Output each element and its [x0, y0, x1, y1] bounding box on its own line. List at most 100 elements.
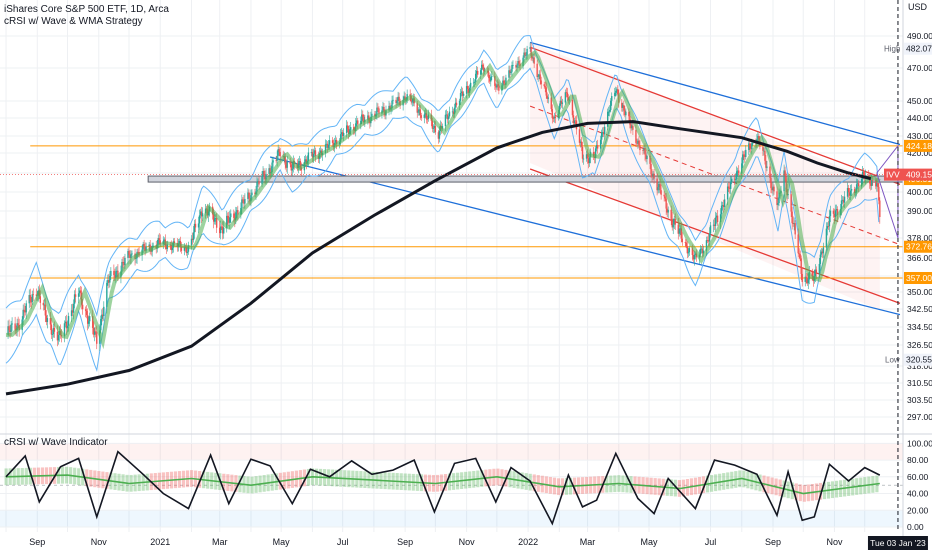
candle-body: [455, 102, 458, 106]
candle-body: [424, 113, 426, 115]
candle-body: [631, 125, 633, 129]
candle-body: [868, 175, 870, 177]
candle-body: [395, 99, 397, 104]
candle-body: [615, 90, 617, 93]
price-tick-label: 366.00: [907, 253, 932, 263]
candle-body: [596, 145, 599, 149]
candle-body: [461, 91, 464, 96]
candle-body: [56, 331, 59, 341]
candle-body: [166, 244, 168, 250]
candle-body: [850, 189, 853, 191]
strategy-label: cRSI w/ Wave & WMA Strategy: [4, 16, 143, 27]
candle-body: [271, 162, 273, 172]
candle-body: [376, 107, 378, 115]
candle-body: [200, 211, 203, 217]
candle-body: [64, 321, 67, 324]
candle-body: [378, 108, 380, 114]
candle-body: [653, 173, 655, 179]
candle-body: [578, 129, 581, 143]
candle-body: [700, 248, 703, 250]
upper-band: [5, 35, 880, 317]
candle-body: [540, 80, 542, 85]
candle-body: [14, 323, 16, 330]
candle-body: [109, 275, 111, 283]
candle-body: [230, 213, 232, 218]
crsi-tick-label: 40.00: [907, 489, 929, 499]
candle-body: [88, 316, 91, 322]
candle-body: [531, 55, 533, 59]
time-tick-label: Jul: [705, 537, 717, 547]
candle-body: [265, 173, 267, 180]
candle-body: [643, 148, 645, 151]
candle-body: [742, 154, 744, 164]
candle-body: [124, 257, 126, 266]
candle-body: [198, 215, 201, 224]
candle-body: [656, 178, 658, 191]
candle-body: [180, 247, 183, 251]
candle-body: [571, 99, 574, 116]
candle-body: [233, 213, 235, 218]
candle-body: [496, 84, 498, 88]
candle-body: [827, 226, 830, 227]
candle-body: [601, 132, 604, 134]
candle-body: [275, 160, 277, 162]
candle-body: [453, 107, 456, 115]
candle-body: [721, 205, 724, 206]
chart-title: iShares Core S&P 500 ETF, 1D, Arca: [4, 4, 169, 15]
candle-body: [623, 105, 625, 111]
candle-body: [766, 166, 768, 168]
candle-body: [646, 155, 648, 160]
candle-body: [114, 275, 116, 278]
current-price-box: [904, 168, 932, 181]
candle-body: [437, 132, 440, 139]
candle-body: [77, 293, 80, 297]
candle-body: [74, 294, 77, 297]
candle-body: [560, 100, 563, 104]
candle-body: [17, 323, 19, 325]
candle-body: [23, 309, 25, 312]
candle-body: [458, 100, 461, 106]
candle-body: [769, 166, 771, 178]
candle-body: [743, 154, 745, 156]
candle-body: [860, 178, 863, 187]
candle-body: [580, 141, 583, 147]
candle-body: [7, 326, 9, 335]
ticker-label: IVV: [886, 170, 900, 180]
candle-body: [807, 279, 809, 284]
candle-body: [875, 180, 877, 187]
candle-body: [730, 178, 733, 182]
candle-body: [148, 244, 150, 247]
candle-body: [727, 186, 730, 189]
candle-body: [751, 143, 753, 150]
time-tick-label: 2021: [150, 537, 170, 547]
candle-body: [777, 202, 779, 206]
candle-body: [525, 55, 527, 57]
candle-body: [857, 183, 860, 187]
candle-body: [543, 84, 545, 87]
time-tick-label: Sep: [765, 537, 781, 547]
candle-body: [814, 269, 817, 277]
candle-body: [474, 73, 477, 82]
candle-body: [701, 248, 704, 254]
candle-body: [382, 106, 384, 111]
candle-body: [621, 102, 623, 108]
candle-body: [516, 65, 518, 68]
candle-body: [757, 136, 759, 140]
candle-body: [688, 248, 691, 253]
candle-body: [340, 132, 343, 135]
candle-body: [50, 324, 53, 335]
crsi-tick-label: 0.00: [907, 522, 924, 532]
candle-body: [310, 152, 313, 153]
candle-body: [356, 120, 358, 124]
high-label: High: [884, 45, 900, 54]
candle-body: [158, 238, 160, 241]
candle-body: [431, 120, 434, 129]
candle-body: [773, 186, 775, 192]
candle-body: [685, 242, 688, 247]
candle-body: [348, 128, 350, 135]
candle-body: [193, 223, 196, 233]
price-tick-label: 303.50: [907, 395, 932, 405]
candle-body: [361, 114, 363, 121]
candle-body: [192, 232, 195, 241]
candle-body: [625, 111, 627, 116]
